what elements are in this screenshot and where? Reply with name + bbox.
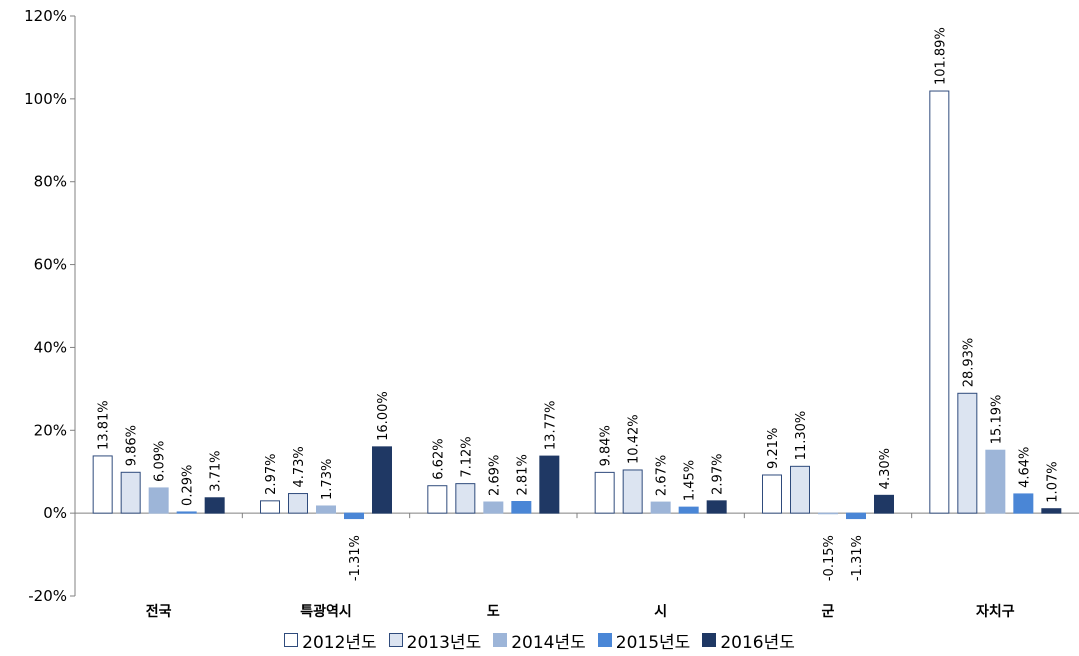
bar	[204, 497, 225, 514]
data-label: 6.62%	[431, 438, 446, 479]
data-label: -0.15%	[822, 535, 837, 581]
data-label: -1.31%	[348, 535, 363, 581]
legend-label: 2014년도	[511, 632, 586, 653]
data-label: 101.89%	[933, 27, 948, 85]
bar	[874, 494, 894, 514]
x-category-label: 시	[654, 604, 667, 620]
bar	[957, 392, 978, 514]
legend-swatch	[597, 633, 612, 647]
bar	[622, 469, 643, 514]
bar	[455, 483, 476, 514]
legend-label: 2013년도	[406, 632, 482, 653]
data-label: 10.42%	[627, 414, 642, 464]
legend-item: 2016년도	[702, 628, 795, 653]
data-label: 4.64%	[1017, 447, 1032, 488]
legend-label: 2012년도	[302, 632, 377, 653]
bar	[985, 449, 1006, 514]
bar	[818, 512, 838, 515]
y-tick-label: 20%	[34, 421, 67, 439]
bar	[790, 465, 810, 514]
x-category-label: 도	[487, 604, 500, 620]
data-label: 11.30%	[794, 411, 809, 461]
data-label: 1.45%	[683, 460, 698, 501]
legend-item: 2014년도	[493, 628, 586, 653]
legend-label: 2015년도	[615, 632, 691, 653]
bar	[594, 471, 615, 514]
data-label: 15.19%	[989, 395, 1004, 445]
x-category-label: 특광역시	[300, 603, 352, 620]
data-label: 2.97%	[711, 454, 726, 495]
y-tick-label: 60%	[34, 256, 67, 274]
bar	[372, 446, 392, 514]
x-category-label: 군	[822, 604, 835, 620]
y-tick-label: 120%	[24, 7, 67, 25]
bar	[260, 500, 280, 514]
data-label: 2.67%	[655, 455, 670, 496]
data-label: 3.71%	[209, 450, 224, 491]
bar	[483, 501, 504, 514]
data-label: 1.73%	[320, 459, 335, 500]
data-label: 1.07%	[1045, 461, 1060, 502]
data-label: 7.12%	[459, 436, 474, 477]
chart-legend: 2012년도 2013년도 2014년도 2015년도 2016년도	[0, 628, 1079, 653]
legend-swatch	[284, 633, 299, 647]
bar	[650, 501, 671, 514]
bar	[344, 512, 364, 520]
data-label: 0.29%	[181, 465, 196, 506]
bar	[316, 505, 336, 514]
bar	[511, 501, 532, 514]
bar	[678, 506, 699, 514]
bar	[1013, 493, 1034, 514]
bar	[176, 511, 197, 514]
bar	[1041, 508, 1062, 514]
bar	[427, 485, 448, 514]
bar	[288, 493, 308, 514]
data-label: 2.81%	[515, 454, 530, 495]
data-label: 28.93%	[961, 338, 976, 388]
data-label: 9.86%	[125, 425, 140, 466]
data-label: 4.73%	[292, 446, 307, 487]
legend-swatch	[493, 633, 508, 647]
bar	[929, 90, 950, 514]
x-category-label: 자치구	[976, 604, 1015, 620]
data-label: 2.97%	[264, 454, 279, 495]
bar	[706, 500, 727, 514]
bar	[539, 455, 560, 514]
data-label: -1.31%	[850, 535, 865, 581]
bar	[92, 455, 113, 514]
legend-label: 2016년도	[720, 632, 795, 653]
y-tick-label: -20%	[28, 587, 67, 605]
bar	[120, 471, 141, 514]
bar	[148, 487, 169, 514]
x-category-label: 전국	[146, 603, 172, 620]
legend-item: 2012년도	[284, 628, 377, 653]
legend-item: 2013년도	[388, 628, 482, 653]
data-label: 16.00%	[376, 391, 391, 441]
legend-item: 2015년도	[597, 628, 691, 653]
y-tick-label: 40%	[34, 338, 67, 356]
data-label: 9.21%	[766, 428, 781, 469]
y-tick-label: 100%	[24, 90, 67, 108]
bar	[762, 474, 782, 514]
legend-swatch	[388, 633, 403, 647]
data-label: 4.30%	[878, 448, 893, 489]
data-label: 13.77%	[543, 401, 558, 451]
y-tick-label: 80%	[34, 173, 67, 191]
data-label: 13.81%	[97, 400, 112, 450]
y-tick-label: 0%	[43, 504, 67, 522]
data-label: 2.69%	[487, 455, 502, 496]
legend-swatch	[702, 633, 717, 647]
data-label: 6.09%	[153, 441, 168, 482]
data-label: 9.84%	[599, 425, 614, 466]
bar	[846, 512, 866, 520]
chart-plot: 120% 100% 80% 60% 40% 20% 0% -20% 전국 특광역시 도 시 군 자치구 13…	[24, 7, 1079, 620]
